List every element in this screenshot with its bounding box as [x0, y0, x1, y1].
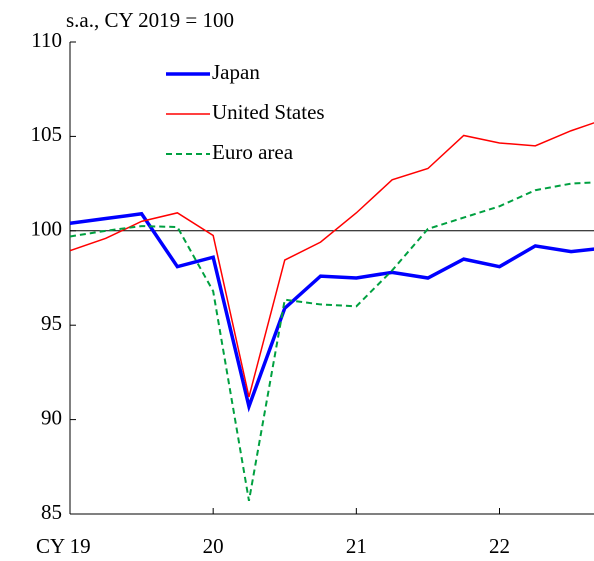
y-tick-label: 85	[41, 500, 62, 524]
series-line	[70, 211, 594, 413]
x-tick-label: 20	[203, 534, 224, 558]
y-tick-label: 95	[41, 311, 62, 335]
y-tick-label: 90	[41, 405, 62, 429]
legend-label: Euro area	[212, 140, 294, 164]
x-tick-label: CY 19	[36, 534, 91, 558]
y-tick-label: 110	[31, 28, 62, 52]
unit-label: s.a., CY 2019 = 100	[66, 8, 234, 32]
y-tick-label: 105	[31, 122, 63, 146]
legend-label: United States	[212, 100, 325, 124]
series-line	[70, 122, 594, 398]
x-tick-label: 22	[489, 534, 510, 558]
x-tick-label: 21	[346, 534, 367, 558]
series-line	[70, 181, 594, 501]
legend-label: Japan	[212, 60, 260, 84]
y-tick-label: 100	[31, 217, 63, 241]
plot-area	[70, 122, 594, 501]
